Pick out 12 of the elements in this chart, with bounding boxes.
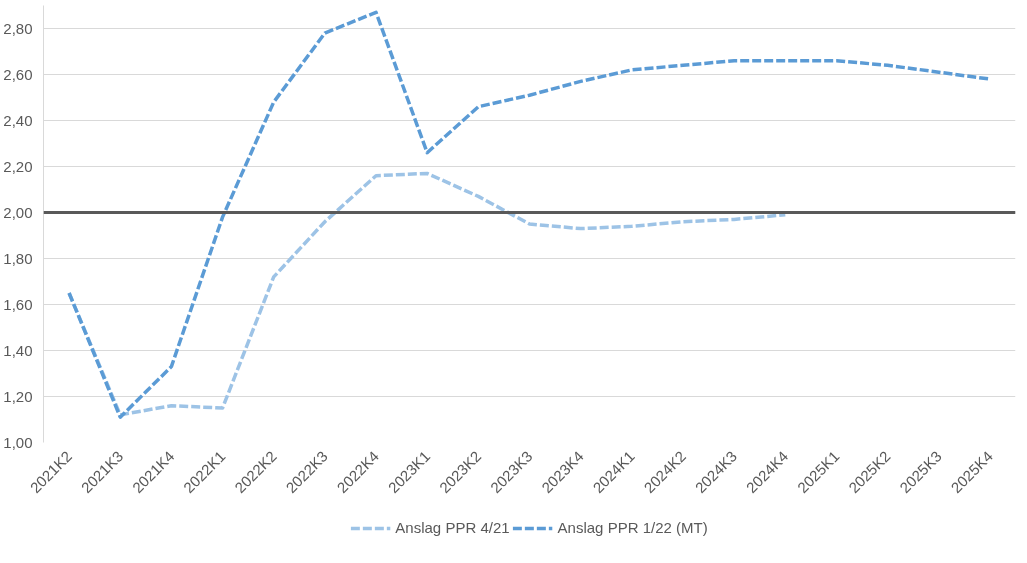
y-tick-label: 2,20 — [3, 157, 33, 175]
y-tick-label: 1,80 — [3, 249, 33, 267]
y-tick-label: 2,00 — [3, 203, 33, 221]
y-tick-label: 2,80 — [3, 19, 33, 37]
y-tick-label: 2,40 — [3, 111, 33, 129]
y-tick-label: 2,60 — [3, 65, 33, 83]
y-tick-label: 1,60 — [3, 295, 33, 313]
y-tick-label: 1,20 — [3, 387, 33, 405]
legend-label: Anslag PPR 4/21 — [395, 519, 510, 536]
legend-label: Anslag PPR 1/22 (MT) — [557, 519, 708, 536]
y-tick-label: 1,40 — [3, 341, 33, 359]
y-tick-label: 1,00 — [3, 433, 33, 451]
